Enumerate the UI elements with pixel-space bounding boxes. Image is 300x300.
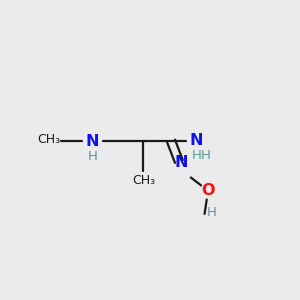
Text: N: N — [175, 155, 188, 170]
Text: CH₃: CH₃ — [37, 133, 60, 146]
Text: H: H — [191, 149, 201, 162]
Text: N: N — [86, 134, 99, 148]
Text: H: H — [88, 150, 98, 163]
Text: N: N — [190, 133, 203, 148]
Text: O: O — [201, 183, 215, 198]
Text: CH₃: CH₃ — [132, 174, 155, 187]
Text: H: H — [207, 206, 216, 219]
Text: H: H — [201, 149, 211, 162]
